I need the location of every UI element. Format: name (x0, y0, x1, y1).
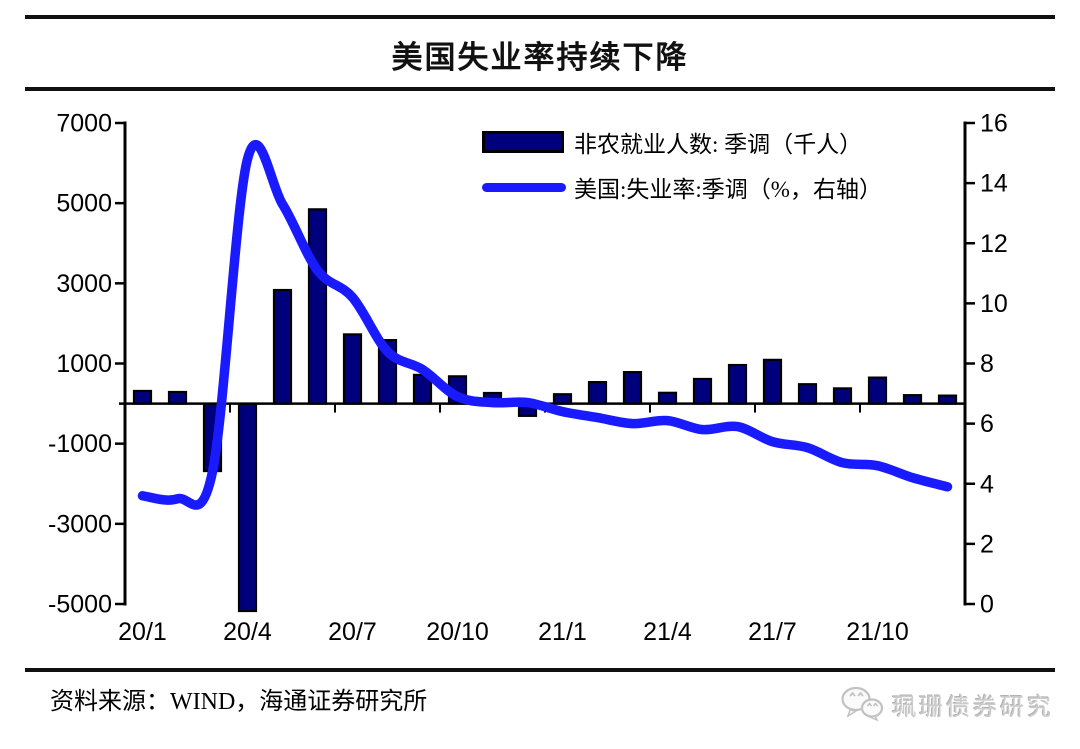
source-note: 资料来源：WIND，海通证券研究所 (50, 689, 428, 715)
x-axis-tick-label: 20/1 (118, 618, 167, 646)
bar-21/4 (657, 391, 678, 405)
unemployment-rate-line (137, 139, 953, 510)
left-axis-tick-label: 3000 (56, 270, 112, 298)
bar-20/1 (132, 389, 153, 405)
x-axis-tick-label: 21/4 (643, 618, 692, 646)
bar-20/2 (167, 390, 188, 405)
chart-title: 美国失业率持续下降 (391, 40, 689, 75)
x-axis-tick-label: 21/7 (748, 618, 797, 646)
left-axis-tick-label: -1000 (48, 430, 112, 458)
right-axis-tick-label: 16 (980, 110, 1008, 138)
bar-20/7 (342, 333, 363, 405)
left-axis-tick-label: -5000 (48, 591, 112, 619)
bar-21/6 (727, 363, 748, 405)
x-axis-tick-label: 20/10 (426, 618, 489, 646)
bar-20/5 (272, 288, 293, 405)
right-axis-tick-label: 14 (980, 170, 1008, 198)
right-axis-tick-label: 8 (980, 350, 994, 378)
bar-series-swatch (482, 131, 564, 153)
x-axis-tick-label: 20/4 (223, 618, 272, 646)
legend-row-line: 美国:失业率:季调（%，右轴） (482, 173, 882, 202)
bar-21/2 (587, 380, 608, 405)
bar-21/5 (692, 377, 713, 405)
bar-20/6 (307, 208, 328, 405)
left-axis-tick-label: 5000 (56, 190, 112, 218)
chart-plot-area: 7000 5000 3000 1000 -1000 -3000 -5000 16 14 12 10 8… (48, 110, 1008, 647)
wechat-icon (841, 686, 884, 722)
bar-21/1 (552, 393, 573, 405)
bar-21/8 (797, 383, 818, 405)
footer-rule (25, 668, 1055, 672)
left-axis-tick-label: 7000 (56, 110, 112, 138)
title-bottom-rule (25, 87, 1055, 91)
left-axis-tick-label: -3000 (48, 510, 112, 538)
right-axis-tick-label: 6 (980, 410, 994, 438)
watermark-text: 珮珊债券研究 (892, 694, 1054, 721)
right-axis-tick-label: 2 (980, 530, 994, 558)
legend-row-bars: 非农就业人数: 季调（千人） (482, 128, 882, 157)
chart-legend: 非农就业人数: 季调（千人） 美国:失业率:季调（%，右轴） (482, 128, 882, 202)
x-axis-tick-label: 21/1 (538, 618, 587, 646)
brand-watermark: 珮珊债券研究 (840, 686, 1054, 722)
line-series-swatch (482, 182, 566, 192)
top-rule (25, 15, 1055, 19)
x-axis-tick-label: 20/7 (328, 618, 377, 646)
right-axis-tick-label: 4 (980, 470, 994, 498)
bar-21/9 (832, 387, 853, 405)
right-axis-tick-label: 12 (980, 230, 1008, 258)
right-axis-tick-label: 10 (980, 290, 1008, 318)
line-series-label: 美国:失业率:季调（%，右轴） (574, 177, 882, 202)
x-axis-tick-label: 21/10 (846, 618, 909, 646)
bar-21/3 (622, 371, 643, 405)
bar-21/11 (902, 394, 923, 405)
left-axis-tick-label: 1000 (56, 350, 112, 378)
bar-20/4 (237, 402, 258, 613)
bar-21/7 (762, 358, 783, 405)
bar-21/10 (867, 376, 888, 405)
bar-series-label: 非农就业人数: 季调（千人） (574, 132, 863, 157)
right-axis-tick-label: 0 (980, 591, 994, 619)
